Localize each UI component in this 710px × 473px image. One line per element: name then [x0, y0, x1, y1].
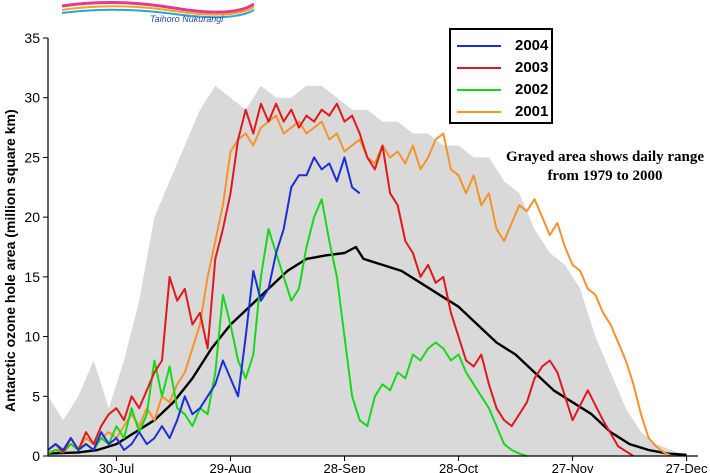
niwa-logo: Taihoro Nukurangi [54, 0, 255, 28]
y-tick-label: 30 [24, 90, 40, 106]
x-tick-label: 27-Dec [666, 461, 708, 473]
axis-frame [47, 38, 698, 457]
legend-entry-2002: 2002 [457, 80, 551, 100]
y-tick-label: 5 [32, 388, 40, 404]
series-layer [47, 102, 672, 457]
y-tick-label: 15 [24, 269, 40, 285]
series-line-2003 [47, 102, 634, 457]
logo-swoosh-icon [61, 0, 255, 19]
y-tick-label: 25 [24, 149, 40, 165]
legend-entry-2001: 2001 [457, 102, 551, 122]
legend-swatch-2003 [457, 67, 501, 69]
legend-label-2002: 2002 [515, 81, 549, 98]
series-line-2002 [47, 198, 528, 457]
legend-label-2001: 2001 [515, 103, 549, 120]
x-tick-label: 27-Nov [552, 461, 594, 473]
series-line-2001 [47, 114, 672, 457]
x-tick-label: 30-Jul [99, 461, 135, 473]
x-tick-label: 28-Sep [324, 461, 366, 473]
historical-range-band [48, 85, 687, 457]
series-line-2004 [47, 156, 361, 451]
y-tick-label: 35 [24, 30, 40, 46]
y-tick-label: 20 [24, 209, 40, 225]
legend: 2004 2003 2002 2001 [449, 28, 553, 124]
range-band-area [48, 85, 687, 457]
y-tick-label: 0 [32, 448, 40, 464]
legend-label-2003: 2003 [515, 59, 549, 76]
legend-swatch-2002 [457, 89, 501, 91]
y-axis-label: Antarctic ozone hole area (million squar… [2, 109, 18, 412]
axis-ticks: 0 5 10 15 20 25 30 35 30-Jul 29-Aug 28-Sep 28-Oct 27… [24, 30, 708, 473]
legend-swatch-2004 [457, 45, 501, 47]
legend-entry-2004: 2004 [457, 36, 551, 56]
legend-entry-2003: 2003 [457, 58, 551, 78]
grayed-area-annotation: Grayed area shows daily range from 1979 … [505, 149, 705, 184]
legend-swatch-2001 [457, 111, 501, 113]
x-tick-label: 28-Oct [439, 461, 478, 473]
logo-tagline: Taihoro Nukurangi [150, 14, 224, 24]
y-tick-label: 10 [24, 329, 40, 345]
x-tick-label: 29-Aug [209, 461, 251, 473]
legend-label-2004: 2004 [515, 37, 549, 54]
